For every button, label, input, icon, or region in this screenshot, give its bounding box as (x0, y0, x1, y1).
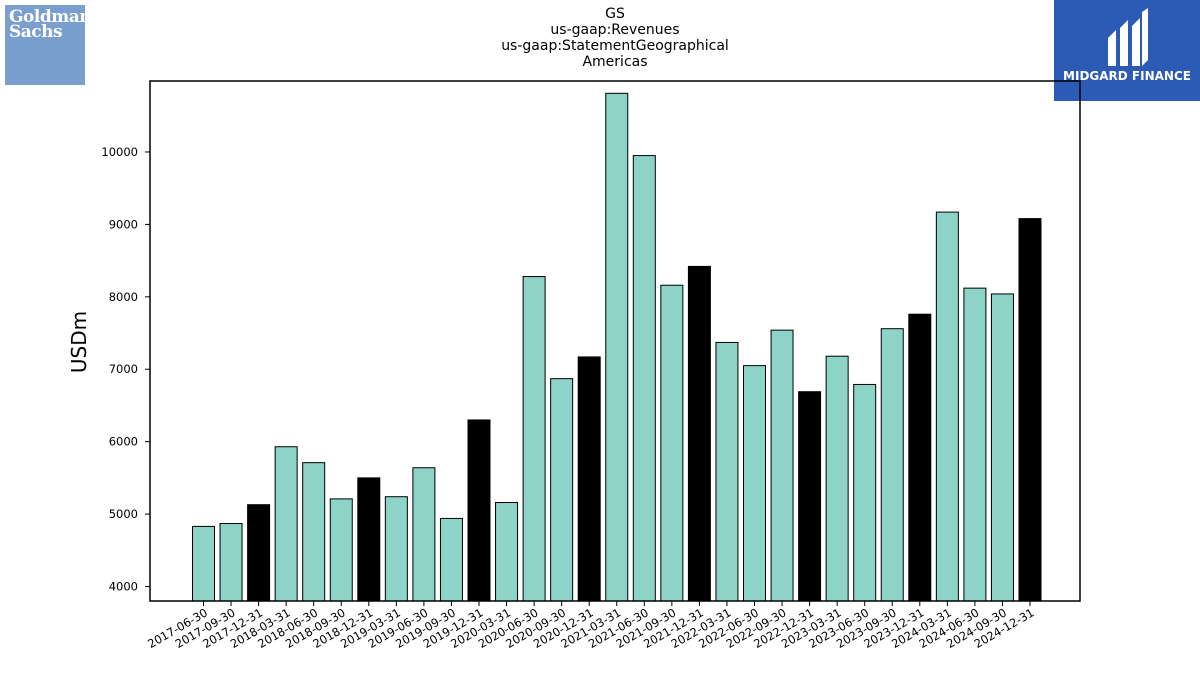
bar-2019-06-30 (412, 467, 436, 602)
logo-text-line-1: Goldman (9, 7, 92, 27)
y-tick-label: 9000 (109, 217, 138, 231)
bar-2020-09-30 (550, 378, 574, 602)
bar-2024-12-31 (1018, 218, 1042, 602)
bar-2019-12-31 (467, 419, 491, 602)
bar-2020-06-30 (522, 276, 546, 602)
bar-2020-03-31 (495, 502, 519, 602)
goldman-sachs-logo: Goldman Sachs (5, 5, 92, 85)
y-tick-label: 6000 (109, 435, 138, 449)
bar-2019-09-30 (439, 517, 463, 602)
y-tick-label: 10000 (101, 145, 138, 159)
bar-2022-12-31 (798, 391, 822, 602)
bar-2024-03-31 (935, 211, 959, 602)
y-axis-label: USDm (67, 311, 91, 373)
bar-2018-12-31 (357, 477, 381, 602)
bar-2020-12-31 (577, 356, 601, 602)
bar-2018-09-30 (329, 498, 353, 602)
bar-2022-09-30 (770, 329, 794, 602)
title-line-1: GS (605, 6, 625, 22)
plot-frame (149, 80, 1081, 602)
bar-2023-09-30 (880, 328, 904, 602)
bar-2022-03-31 (715, 341, 739, 602)
title-line-3: us-gaap:StatementGeographical (501, 38, 729, 54)
bar-2017-12-31 (247, 504, 271, 602)
bar-2017-06-30 (192, 525, 215, 602)
bar-2017-09-30 (219, 523, 243, 602)
bar-2021-06-30 (632, 155, 656, 602)
bar-2018-03-31 (274, 446, 298, 602)
bar-2021-09-30 (660, 284, 684, 602)
y-tick-label: 7000 (109, 362, 138, 376)
y-tick-label: 4000 (109, 580, 138, 594)
bar-2023-12-31 (908, 313, 932, 602)
logo-text: MIDGARD FINANCE (1063, 69, 1191, 83)
midgard-finance-logo: MIDGARD FINANCE (1054, 0, 1200, 101)
bar-2024-09-30 (990, 293, 1014, 602)
bar-2018-06-30 (302, 462, 326, 602)
bar-2023-06-30 (853, 383, 877, 602)
title-line-4: Americas (582, 54, 648, 70)
midgard-mark-icon (1108, 8, 1148, 66)
bar-2022-06-30 (743, 365, 766, 602)
bar-2024-06-30 (963, 287, 987, 602)
bar-2021-03-31 (605, 92, 629, 602)
bar-2021-12-31 (687, 265, 711, 602)
chart-title: GS us-gaap:Revenues us-gaap:StatementGeo… (150, 6, 1080, 70)
bar-2023-03-31 (825, 355, 849, 602)
title-line-2: us-gaap:Revenues (550, 22, 680, 38)
y-tick-label: 5000 (109, 507, 138, 521)
logo-text-line-2: Sachs (9, 22, 63, 42)
y-tick-label: 8000 (109, 290, 138, 304)
bar-2019-03-31 (384, 496, 408, 602)
